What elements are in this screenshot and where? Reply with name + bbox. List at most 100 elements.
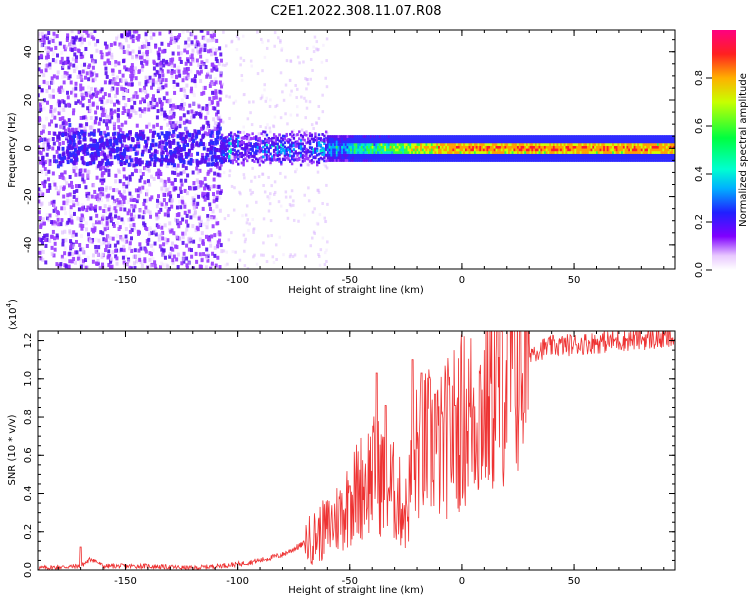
spectrogram-noise-mark	[128, 229, 132, 234]
spectrogram-noise-mark	[45, 152, 49, 157]
spectrogram-band-mark	[516, 140, 520, 144]
spectrogram-noise-mark	[101, 214, 105, 219]
spectrogram-band-mark	[425, 143, 428, 146]
spectrogram-band-mark	[516, 153, 520, 157]
spectrogram-band-mark	[439, 145, 443, 149]
spectrogram-band-mark	[516, 137, 520, 141]
spectrogram-noise-mark	[108, 264, 112, 269]
spectrogram-band-mark	[522, 145, 525, 149]
spectrogram-noise-mark	[103, 112, 107, 117]
spectrogram-band-mark	[567, 148, 570, 152]
spectrogram-noise-mark	[116, 240, 120, 245]
spectrogram-band-mark	[527, 153, 531, 157]
spectrogram-noise-mark	[242, 130, 246, 134]
spectrogram-band-mark	[599, 148, 602, 152]
spectrogram-noise-mark	[115, 90, 119, 95]
spectrogram-band-mark	[393, 156, 396, 160]
spectrogram-noise-mark	[85, 93, 89, 98]
spectrogram-band-mark	[470, 148, 473, 152]
spectrogram-band-mark	[448, 135, 452, 138]
spectrogram-noise-mark	[112, 126, 116, 131]
spectrogram-band-mark	[554, 151, 558, 154]
spectrogram-noise-mark	[60, 172, 64, 177]
spectrogram-noise-mark	[139, 189, 143, 194]
spectrogram-noise-mark	[105, 74, 109, 79]
spectrogram-noise-mark	[126, 32, 130, 37]
spectrogram-band-mark	[332, 143, 335, 146]
spectrogram-noise-mark	[68, 62, 72, 67]
spectrogram-band-mark	[324, 145, 328, 149]
spectrogram-noise-mark	[138, 55, 142, 60]
spectrogram-noise-mark	[82, 30, 86, 33]
spectrogram-band-mark	[423, 156, 427, 160]
spectrogram-noise-mark	[56, 217, 60, 222]
spectrogram-band-mark	[639, 148, 642, 152]
spectrogram-band-mark	[520, 135, 523, 138]
spectrogram-band-mark	[350, 140, 353, 144]
spectrogram-noise-mark	[51, 94, 55, 99]
spectrogram-band-mark	[391, 151, 394, 154]
spectrogram-noise-mark	[197, 50, 201, 55]
spectrogram-noise-mark	[183, 102, 187, 107]
spectrogram-band-mark	[283, 134, 287, 138]
spectrogram-noise-mark	[220, 249, 224, 254]
spectrogram-noise-mark	[93, 30, 97, 34]
spectrogram-noise-mark	[170, 199, 174, 204]
spectrogram-noise-mark	[264, 99, 268, 103]
spectrogram-band-mark	[525, 145, 529, 149]
spectrogram-noise-mark	[160, 186, 164, 191]
spectrogram-band-mark	[447, 143, 450, 146]
spectrogram-noise-mark	[121, 237, 125, 242]
spectrogram-band-mark	[231, 159, 235, 163]
spectrogram-noise-mark	[111, 207, 115, 212]
spectrogram-band-mark	[534, 137, 538, 141]
spectrogram-noise-mark	[198, 222, 202, 227]
spectrogram-band-mark	[502, 143, 506, 146]
spectrogram-band-mark	[377, 148, 380, 152]
spectrogram-band-mark	[565, 137, 568, 141]
spectrogram-band-mark	[346, 143, 349, 146]
spectrogram-band-mark	[624, 140, 628, 144]
spectrogram-noise-mark	[127, 259, 131, 264]
spectrogram-band-mark	[246, 159, 249, 163]
spectrogram-band-mark	[333, 137, 337, 141]
spectrogram-noise-mark	[206, 120, 210, 125]
spectrogram-band-mark	[411, 140, 414, 144]
spectrogram-band-mark	[362, 145, 366, 149]
spectrogram-noise-mark	[45, 116, 49, 121]
spectrogram-band-mark	[414, 140, 418, 144]
spectrogram-band-mark	[386, 137, 389, 141]
spectrogram-band-mark	[231, 152, 235, 155]
spectrogram-noise-mark	[279, 71, 283, 75]
spectrogram-band-mark	[495, 153, 498, 157]
spectrogram-noise-mark	[199, 79, 203, 84]
spectrogram-noise-mark	[113, 41, 117, 46]
spectrogram-band-mark	[640, 135, 644, 138]
spectrogram-noise-mark	[215, 204, 219, 209]
spectrogram-noise-mark	[306, 163, 310, 167]
spectrogram-noise-mark	[57, 222, 61, 227]
spectrogram-band-mark	[457, 156, 461, 160]
spectrogram-band-mark	[610, 153, 613, 157]
spectrogram-noise-mark	[189, 115, 193, 120]
spectrogram-band-mark	[450, 156, 454, 160]
spectrogram-band-mark	[436, 145, 439, 149]
spectrogram-band-mark	[346, 140, 349, 144]
spectrogram-noise-mark	[214, 56, 218, 61]
spectrogram-band-mark	[454, 151, 457, 154]
spectrogram-noise-mark	[51, 58, 55, 63]
spectrogram-band-mark	[484, 145, 488, 149]
spectrogram-noise-mark	[62, 44, 66, 49]
spectrogram-noise-mark	[325, 85, 329, 89]
spectrogram-noise-mark	[243, 240, 247, 244]
spectrogram-noise-mark	[122, 196, 126, 201]
spectrogram-noise-mark	[174, 234, 178, 239]
spectrogram-band-mark	[438, 151, 441, 154]
spectrogram-noise-mark	[130, 82, 134, 87]
spectrogram-noise-mark	[227, 214, 230, 218]
spectrogram-noise-mark	[86, 255, 90, 260]
spectrogram-noise-mark	[64, 238, 68, 243]
spectrogram-noise-mark	[138, 129, 142, 134]
spectrogram-noise-mark	[69, 43, 73, 48]
spectrogram-band-mark	[421, 153, 425, 157]
